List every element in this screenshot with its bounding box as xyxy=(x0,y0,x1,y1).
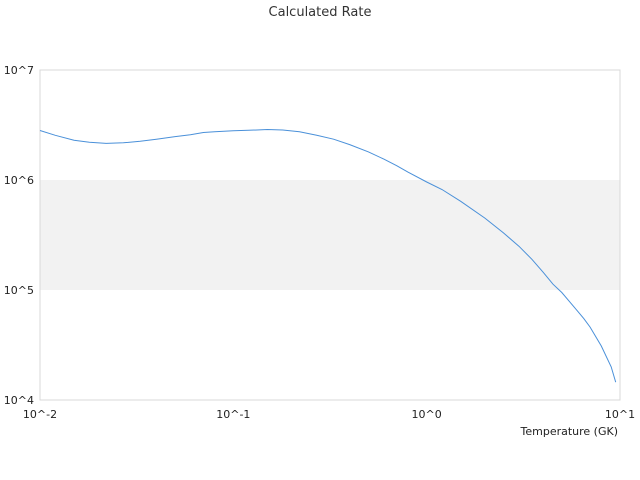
x-tick-label: 10^1 xyxy=(605,408,635,421)
shaded-band xyxy=(40,180,620,290)
x-tick-label: 10^0 xyxy=(412,408,442,421)
y-tick-label: 10^4 xyxy=(4,394,34,407)
x-axis-label: Temperature (GK) xyxy=(520,425,619,438)
y-tick-label: 10^7 xyxy=(4,64,34,77)
x-tick-label: 10^-1 xyxy=(216,408,250,421)
x-tick-labels: 10^-2 10^-1 10^0 10^1 xyxy=(23,408,635,421)
y-tick-label: 10^6 xyxy=(4,174,34,187)
series-line xyxy=(39,128,617,383)
chart-title: Calculated Rate xyxy=(269,5,372,20)
y-tick-label: 10^5 xyxy=(4,284,34,297)
y-tick-labels: 10^4 10^5 10^6 10^7 xyxy=(4,64,34,407)
plot-area-border xyxy=(39,69,621,401)
x-tick-label: 10^-2 xyxy=(23,408,57,421)
